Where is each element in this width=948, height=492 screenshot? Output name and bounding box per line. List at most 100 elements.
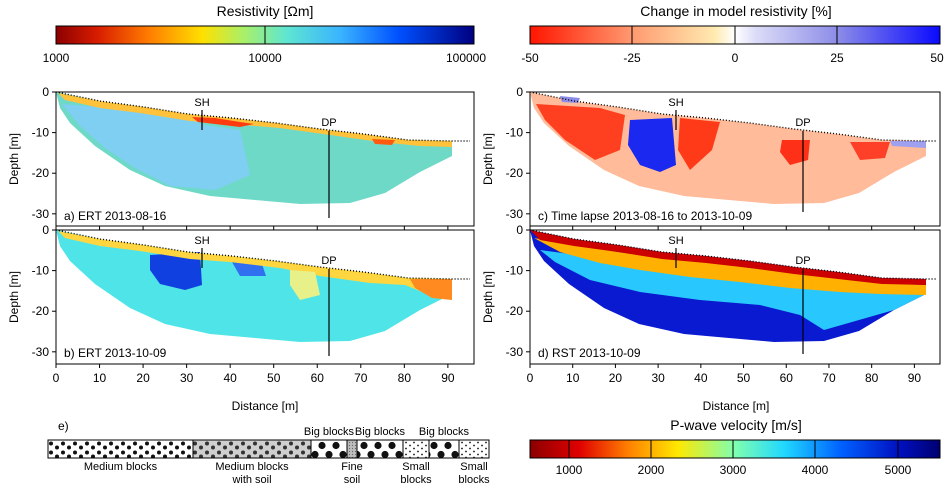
surface-lines: [55, 91, 936, 280]
x-tick-label: 60: [311, 371, 325, 385]
y-tick-label: -30: [32, 207, 50, 221]
legend-unit-top-label: Big blocks: [355, 426, 406, 438]
panel-a-blue-body: [62, 104, 250, 190]
y-tick-label: -30: [32, 345, 50, 359]
legend-unit-bottom-label: with soil: [231, 474, 271, 486]
x-tick-label: 70: [822, 371, 836, 385]
surface-line: [529, 91, 936, 142]
x-tick-label: 70: [354, 371, 368, 385]
panel-c-ylabel: Depth [m]: [481, 133, 495, 185]
x-tick-label: 90: [908, 371, 922, 385]
y-tick-label: -10: [32, 126, 50, 140]
panel-d-upper-layer: [534, 238, 926, 295]
axes: 0-10-20-300 10 20 30 40 50 60 70 80 900-10-20-300…: [32, 85, 922, 385]
legend-unit-big: [428, 439, 460, 459]
change-colorbar-ticklabel: -50: [521, 51, 539, 65]
y-tick-label: 0: [42, 85, 49, 99]
legend-unit-top-label: Big blocks: [304, 426, 355, 438]
change-colorbar-ticklabel: 50: [930, 51, 944, 65]
legend-unit-bottom-label: Small: [402, 461, 430, 473]
left-xlabel: Distance [m]: [232, 399, 299, 413]
panel-c-red-body: [850, 142, 890, 160]
legend-unit-bottom-label: blocks: [458, 474, 490, 486]
dp-label: DP: [321, 117, 336, 129]
y-tick-label: 0: [42, 223, 49, 237]
right-xlabel: Distance [m]: [703, 399, 770, 413]
velocity-colorbar-ticklabel: 1000: [556, 463, 583, 477]
panel-c-blue-top: [890, 141, 926, 148]
dp-label: DP: [321, 255, 336, 267]
panel-b-label: b) ERT 2013-10-09: [64, 346, 167, 360]
resistivity-colorbar-ticklabel: 10000: [248, 51, 282, 65]
legend-unit-bottom-label: blocks: [400, 474, 432, 486]
panel-a-ylabel: Depth [m]: [7, 133, 21, 185]
panel-b-yellow-patch: [290, 270, 320, 300]
change-colorbar-ticklabel: 25: [830, 51, 844, 65]
y-tick-label: -10: [506, 264, 524, 278]
panel-d: SH DP d) RST 2013-10-09: [529, 229, 941, 365]
y-tick-label: 0: [516, 223, 523, 237]
legend-unit-top-label: Big blocks: [419, 426, 470, 438]
panel-b-blue-body: [150, 252, 202, 290]
y-tick-label: -20: [32, 304, 50, 318]
panel-c-section: [530, 92, 926, 204]
y-tick-label: -30: [506, 207, 524, 221]
velocity-colorbar-ticklabel: 2000: [638, 463, 665, 477]
y-tick-label: -20: [32, 166, 50, 180]
velocity-colorbar-gradient: [529, 439, 941, 459]
panel-a-red-lens: [192, 117, 254, 127]
panel-b: SH DP b) ERT 2013-10-09: [55, 229, 475, 365]
velocity-colorbar-title: P-wave velocity [m/s]: [670, 417, 801, 433]
dp-label: DP: [795, 255, 810, 267]
panel-c-red-body: [536, 104, 625, 160]
legend-unit-medium-soil: [192, 439, 312, 459]
x-tick-label: 0: [527, 371, 534, 385]
legend-unit-bottom-label: Fine: [341, 461, 362, 473]
x-tick-label: 20: [609, 371, 623, 385]
y-tick-label: -10: [506, 126, 524, 140]
x-tick-label: 10: [566, 371, 580, 385]
y-tick-label: 0: [516, 85, 523, 99]
panel-b-blue-body: [232, 262, 266, 276]
x-tick-label: 30: [651, 371, 665, 385]
panel-d-ylabel: Depth [m]: [481, 271, 495, 323]
x-tick-label: 40: [223, 371, 237, 385]
legend-unit-bottom-label: soil: [344, 474, 361, 486]
legend-unit-big: [356, 439, 404, 459]
panel-c-blue-body: [628, 118, 676, 172]
panel-d-mid-layer: [540, 250, 926, 330]
panel-c-red-body: [678, 118, 720, 170]
legend-unit-big: [310, 439, 348, 459]
panel-a: SH DP a) ERT 2013-08-16: [55, 91, 475, 227]
panel-b-orange-patch: [410, 279, 452, 300]
sh-label: SH: [194, 235, 209, 247]
x-tick-label: 60: [780, 371, 794, 385]
velocity-colorbar: P-wave velocity [m/s] 1000 2000 3000 400…: [529, 417, 941, 477]
change-colorbar-ticklabel: -25: [623, 51, 641, 65]
legend-unit-small: [402, 439, 430, 459]
resistivity-colorbar: Resistivity [Ωm] 1000 10000 100000: [43, 3, 487, 65]
legend-unit-fine: [346, 439, 358, 459]
dp-label: DP: [795, 117, 810, 129]
legend-unit-bottom-label: Small: [460, 461, 488, 473]
x-tick-label: 50: [737, 371, 751, 385]
y-tick-label: -20: [506, 166, 524, 180]
x-tick-label: 0: [53, 371, 60, 385]
legend-unit-bottom-label: Medium blocks: [84, 461, 158, 473]
panel-b-ylabel: Depth [m]: [7, 271, 21, 323]
x-tick-label: 10: [93, 371, 107, 385]
resistivity-colorbar-title: Resistivity [Ωm]: [217, 3, 314, 19]
panel-b-top-layer: [58, 231, 452, 300]
surface-line: [55, 91, 470, 142]
x-tick-label: 20: [136, 371, 150, 385]
x-tick-label: 80: [398, 371, 412, 385]
panel-a-label: a) ERT 2013-08-16: [64, 209, 167, 223]
legend-unit-bottom-label: Medium blocks: [215, 461, 289, 473]
velocity-colorbar-ticklabel: 5000: [885, 463, 912, 477]
surface-line: [529, 229, 936, 280]
y-tick-label: -10: [32, 264, 50, 278]
x-tick-label: 40: [694, 371, 708, 385]
resistivity-colorbar-ticklabel: 100000: [446, 51, 486, 65]
